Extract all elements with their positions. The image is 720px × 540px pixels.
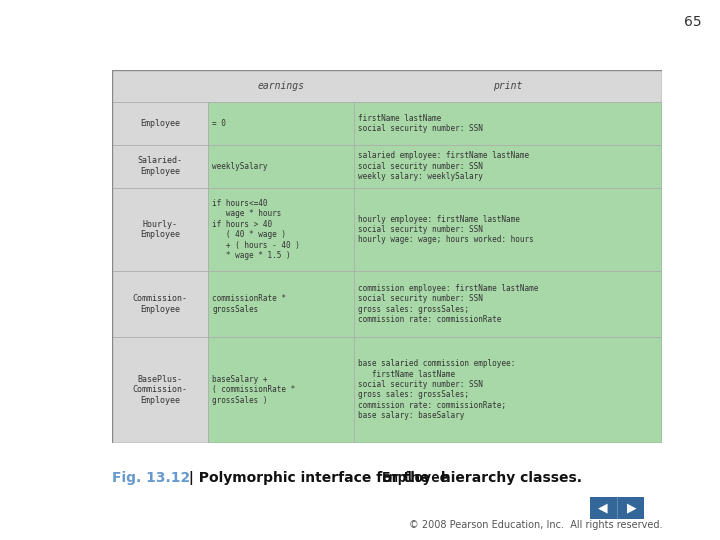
Text: earnings: earnings — [258, 81, 305, 91]
Text: Employee: Employee — [382, 471, 449, 485]
Text: = 0: = 0 — [212, 119, 226, 128]
Text: hourly employee: firstName lastName
social security number: SSN
hourly wage: wag: hourly employee: firstName lastName soci… — [359, 214, 534, 245]
Text: Fig. 13.12: Fig. 13.12 — [112, 471, 190, 485]
Bar — [354, 272, 662, 336]
Text: Hourly-
Employee: Hourly- Employee — [140, 220, 180, 239]
Bar — [208, 336, 354, 443]
Text: base salaried commission employee:
   firstName lastName
social security number:: base salaried commission employee: first… — [359, 359, 516, 420]
Bar — [208, 145, 354, 187]
Text: commission employee: firstName lastName
social security number: SSN
gross sales:: commission employee: firstName lastName … — [359, 284, 539, 324]
Text: Salaried-
Employee: Salaried- Employee — [138, 157, 182, 176]
Bar — [354, 336, 662, 443]
Bar — [354, 102, 662, 145]
Text: Commission-
Employee: Commission- Employee — [132, 294, 187, 314]
Bar — [112, 70, 662, 102]
Bar — [112, 145, 208, 187]
Text: print: print — [493, 81, 523, 91]
Text: salaried employee: firstName lastName
social security number: SSN
weekly salary:: salaried employee: firstName lastName so… — [359, 151, 529, 181]
Bar — [208, 187, 354, 272]
Text: Employee: Employee — [140, 119, 180, 128]
Bar — [112, 102, 208, 145]
Text: firstName lastName
social security number: SSN: firstName lastName social security numbe… — [359, 113, 483, 133]
Bar — [112, 187, 208, 272]
Text: BasePlus-
Commission-
Employee: BasePlus- Commission- Employee — [132, 375, 187, 404]
Bar — [112, 272, 208, 336]
Text: 65: 65 — [685, 15, 702, 29]
Bar — [208, 102, 354, 145]
Bar — [354, 187, 662, 272]
Text: ◀: ◀ — [598, 502, 608, 515]
Bar — [208, 272, 354, 336]
Text: © 2008 Pearson Education, Inc.  All rights reserved.: © 2008 Pearson Education, Inc. All right… — [409, 520, 662, 530]
Text: weeklySalary: weeklySalary — [212, 161, 268, 171]
Text: hierarchy classes.: hierarchy classes. — [436, 471, 582, 485]
Bar — [354, 145, 662, 187]
Text: | Polymorphic interface for the: | Polymorphic interface for the — [184, 471, 434, 485]
FancyBboxPatch shape — [618, 496, 647, 521]
Text: baseSalary +
( commissionRate *
grossSales ): baseSalary + ( commissionRate * grossSal… — [212, 375, 296, 404]
Text: if hours<=40
   wage * hours
if hours > 40
   ( 40 * wage )
   + ( hours - 40 )
: if hours<=40 wage * hours if hours > 40 … — [212, 199, 300, 260]
Text: commissionRate *
grossSales: commissionRate * grossSales — [212, 294, 287, 314]
FancyBboxPatch shape — [588, 496, 618, 521]
Bar — [112, 336, 208, 443]
Text: ▶: ▶ — [627, 502, 636, 515]
